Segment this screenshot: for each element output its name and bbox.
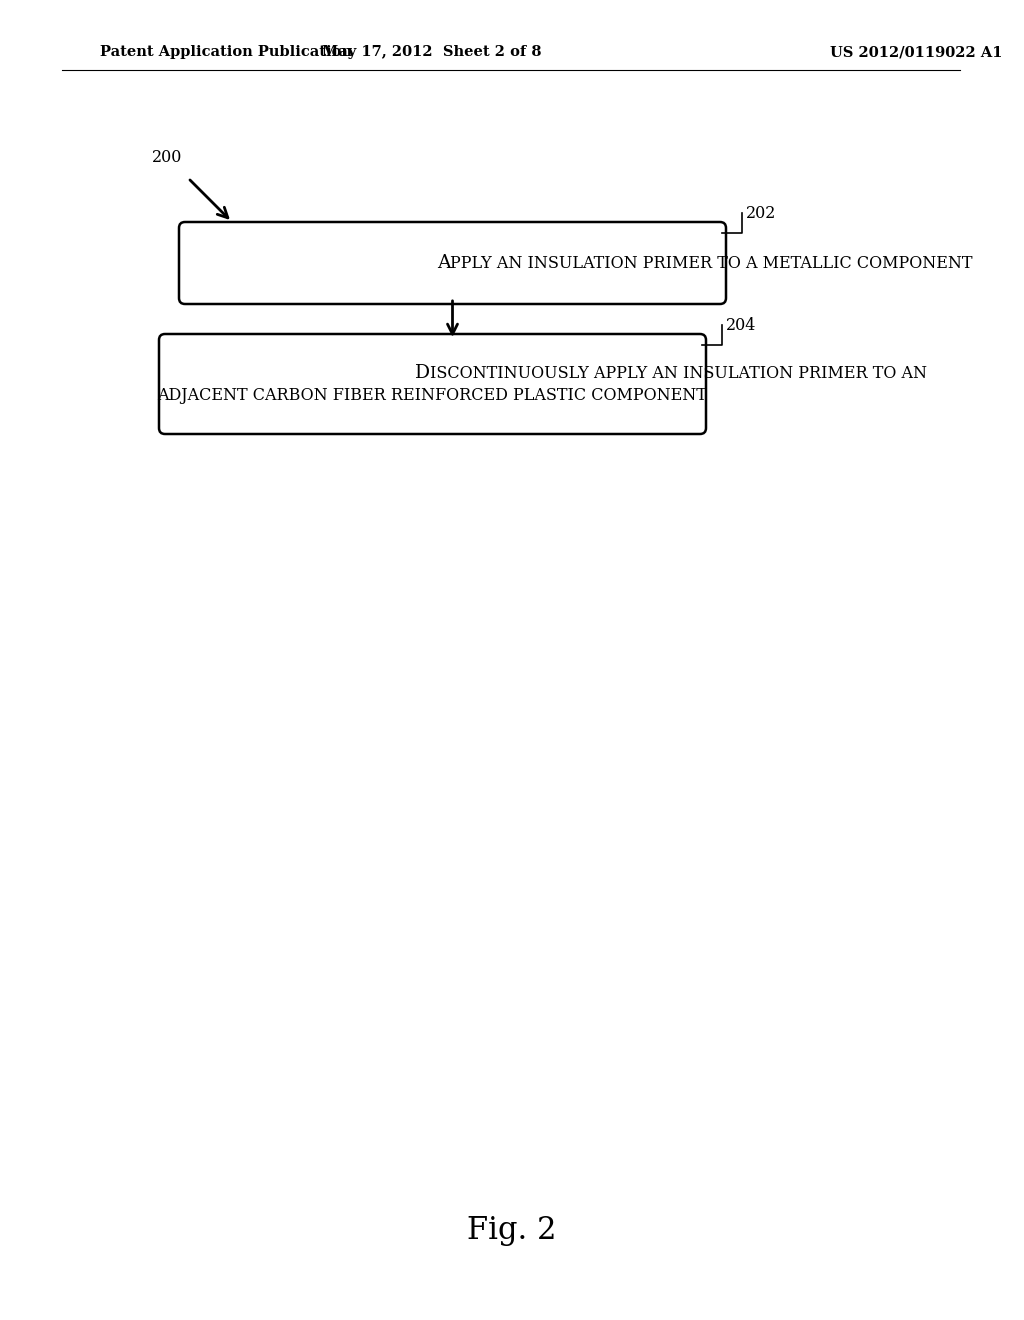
Text: May 17, 2012  Sheet 2 of 8: May 17, 2012 Sheet 2 of 8 [323,45,542,59]
Text: ISCONTINUOUSLY APPLY AN INSULATION PRIMER TO AN: ISCONTINUOUSLY APPLY AN INSULATION PRIME… [430,364,928,381]
Text: A: A [437,253,451,272]
Text: PPLY AN INSULATION PRIMER TO A METALLIC COMPONENT: PPLY AN INSULATION PRIMER TO A METALLIC … [451,255,973,272]
FancyBboxPatch shape [179,222,726,304]
Text: US 2012/0119022 A1: US 2012/0119022 A1 [830,45,1002,59]
Text: 200: 200 [152,149,182,166]
Text: ADJACENT CARBON FIBER REINFORCED PLASTIC COMPONENT: ADJACENT CARBON FIBER REINFORCED PLASTIC… [158,387,708,404]
FancyBboxPatch shape [159,334,706,434]
Text: 202: 202 [746,205,776,222]
Text: D: D [416,364,430,381]
Text: Patent Application Publication: Patent Application Publication [100,45,352,59]
Text: 204: 204 [726,317,757,334]
Text: Fig. 2: Fig. 2 [467,1214,557,1246]
